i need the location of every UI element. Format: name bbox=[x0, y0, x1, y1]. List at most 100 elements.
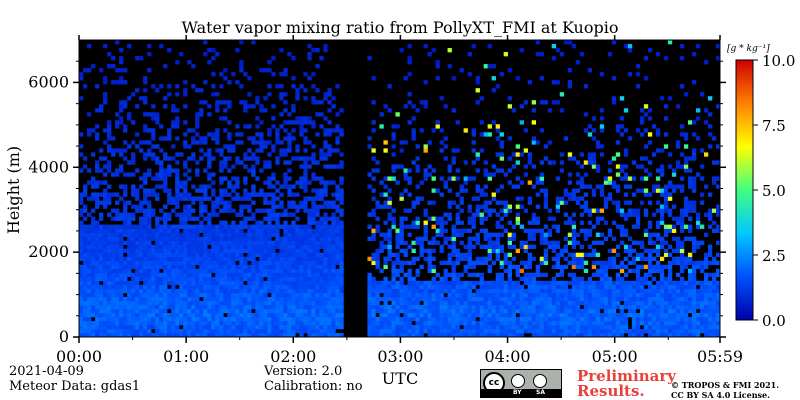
heatmap-cell bbox=[259, 296, 264, 302]
heatmap-cell bbox=[139, 252, 144, 258]
heatmap-cell bbox=[315, 188, 320, 193]
heatmap-cell bbox=[611, 220, 617, 225]
heatmap-cell bbox=[95, 328, 100, 334]
heatmap-cell bbox=[427, 172, 432, 177]
heatmap-cell bbox=[595, 312, 601, 318]
heatmap-cell bbox=[599, 108, 605, 113]
heatmap-cell bbox=[203, 228, 208, 233]
heatmap-cell bbox=[643, 272, 649, 278]
heatmap-cell bbox=[459, 284, 464, 290]
heatmap-cell bbox=[571, 260, 577, 266]
heatmap-cell bbox=[111, 264, 116, 270]
heatmap-cell bbox=[259, 304, 264, 310]
heatmap-cell bbox=[243, 152, 248, 157]
heatmap-cell bbox=[403, 332, 408, 338]
heatmap-cell bbox=[299, 284, 304, 290]
heatmap-cell bbox=[655, 252, 661, 258]
heatmap-cell bbox=[223, 300, 228, 306]
heatmap-cell bbox=[583, 204, 589, 209]
heatmap-cell bbox=[327, 236, 332, 241]
heatmap-cell bbox=[91, 192, 96, 197]
heatmap-cell bbox=[131, 280, 136, 286]
heatmap-cell bbox=[571, 256, 577, 262]
heatmap-cell bbox=[443, 136, 448, 141]
heatmap-cell bbox=[183, 296, 188, 302]
heatmap-cell bbox=[435, 280, 440, 286]
heatmap-cell bbox=[591, 252, 597, 258]
heatmap-cell bbox=[287, 256, 292, 262]
heatmap-cell bbox=[271, 196, 276, 201]
heatmap-cell bbox=[403, 284, 408, 290]
heatmap-cell bbox=[223, 176, 228, 181]
heatmap-cell bbox=[547, 280, 553, 286]
heatmap-cell bbox=[499, 132, 504, 137]
heatmap-cell bbox=[431, 240, 436, 245]
heatmap-cell bbox=[175, 264, 180, 270]
heatmap-cell bbox=[275, 196, 280, 201]
heatmap-cell bbox=[287, 148, 292, 153]
heatmap-cell bbox=[223, 200, 228, 205]
heatmap-cell bbox=[287, 332, 292, 338]
heatmap-cell bbox=[539, 256, 545, 262]
heatmap-cell bbox=[283, 324, 288, 330]
heatmap-cell bbox=[235, 308, 240, 314]
heatmap-cell bbox=[411, 256, 416, 262]
heatmap-cell bbox=[167, 240, 172, 245]
heatmap-cell bbox=[155, 276, 160, 282]
heatmap-cell bbox=[139, 268, 144, 274]
heatmap-cell bbox=[627, 296, 633, 302]
heatmap-cell bbox=[163, 240, 168, 245]
heatmap-cell bbox=[615, 204, 621, 209]
heatmap-cell bbox=[219, 176, 224, 181]
heatmap-cell bbox=[395, 252, 400, 258]
heatmap-cell bbox=[527, 80, 533, 85]
heatmap-cell bbox=[603, 284, 609, 290]
heatmap-cell bbox=[307, 280, 312, 286]
heatmap-cell bbox=[279, 244, 284, 249]
heatmap-cell bbox=[119, 260, 124, 266]
heatmap-cell bbox=[247, 300, 252, 306]
heatmap-cell bbox=[235, 156, 240, 161]
heatmap-cell bbox=[615, 272, 621, 278]
heatmap-cell bbox=[255, 224, 260, 229]
heatmap-cell bbox=[535, 204, 541, 209]
heatmap-cell bbox=[391, 280, 396, 286]
heatmap-cell bbox=[527, 196, 533, 201]
heatmap-cell bbox=[183, 212, 188, 217]
heatmap-cell bbox=[455, 272, 460, 278]
heatmap-cell bbox=[407, 60, 412, 65]
heatmap-cell bbox=[139, 56, 144, 61]
heatmap-cell bbox=[495, 256, 500, 262]
heatmap-cell bbox=[387, 292, 392, 298]
heatmap-cell bbox=[195, 196, 200, 201]
heatmap-cell bbox=[299, 132, 304, 137]
heatmap-cell bbox=[591, 328, 597, 334]
heatmap-cell bbox=[99, 216, 104, 221]
heatmap-cell bbox=[475, 236, 480, 241]
heatmap-cell bbox=[271, 252, 276, 258]
heatmap-cell bbox=[175, 116, 180, 121]
heatmap-cell bbox=[375, 168, 380, 173]
heatmap-cell bbox=[447, 308, 452, 314]
heatmap-cell bbox=[147, 212, 152, 217]
heatmap-cell bbox=[275, 160, 280, 165]
heatmap-cell bbox=[451, 244, 456, 249]
heatmap-cell bbox=[587, 228, 593, 233]
heatmap-cell bbox=[255, 176, 260, 181]
heatmap-cell bbox=[211, 132, 216, 137]
heatmap-cell bbox=[323, 240, 328, 245]
heatmap-cell bbox=[571, 156, 577, 161]
heatmap-cell bbox=[379, 312, 384, 318]
heatmap-cell bbox=[419, 240, 424, 245]
heatmap-cell bbox=[319, 312, 324, 318]
heatmap-cell bbox=[239, 160, 244, 165]
heatmap-cell bbox=[427, 320, 432, 326]
heatmap-cell bbox=[227, 228, 232, 233]
heatmap-cell bbox=[443, 144, 448, 149]
heatmap-cell bbox=[207, 232, 212, 237]
heatmap-cell bbox=[183, 80, 188, 85]
heatmap-cell bbox=[555, 292, 561, 298]
heatmap-cell bbox=[479, 308, 484, 314]
heatmap-cell bbox=[643, 104, 649, 109]
heatmap-cell bbox=[507, 252, 512, 258]
